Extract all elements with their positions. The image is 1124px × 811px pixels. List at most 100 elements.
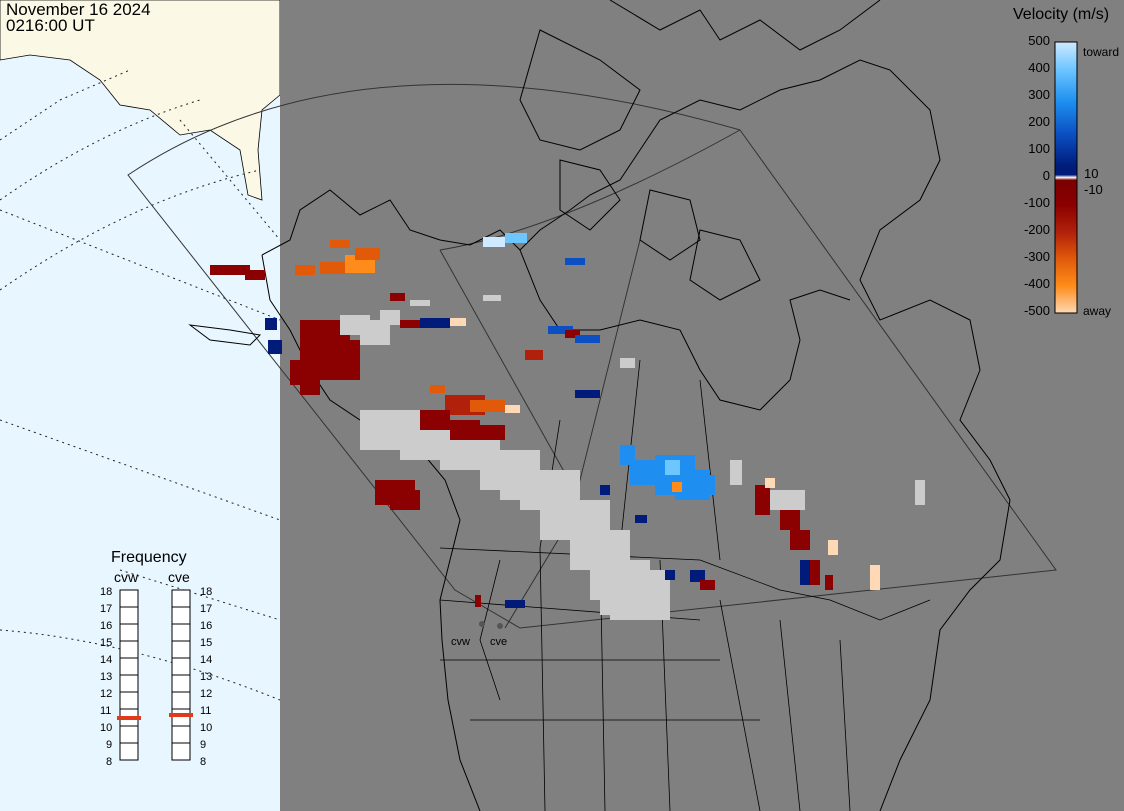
echo-cell bbox=[672, 482, 682, 492]
echo-cell bbox=[565, 258, 585, 265]
colorbar-tick: -400 bbox=[1023, 276, 1050, 291]
echo-cell bbox=[790, 530, 810, 550]
colorbar-tick: -100 bbox=[1023, 195, 1050, 210]
site-marker-cve bbox=[497, 623, 503, 629]
freq-tick-left: 10 bbox=[100, 722, 113, 734]
echo-cell bbox=[483, 237, 505, 247]
echo-cell bbox=[870, 565, 880, 590]
site-label-cvw: cvw bbox=[451, 636, 470, 648]
colorbar-inner-tick: 10 bbox=[1084, 166, 1099, 181]
echo-cell bbox=[575, 335, 600, 343]
colorbar-tick: 300 bbox=[1028, 87, 1050, 102]
freq-tick-right: 14 bbox=[200, 654, 213, 666]
freq-tick-right: 10 bbox=[200, 722, 213, 734]
radar-echo-cells bbox=[210, 233, 925, 620]
echo-cell bbox=[828, 540, 838, 555]
velocity-colorbar bbox=[1054, 41, 1078, 314]
echo-cell bbox=[420, 410, 450, 430]
echo-cell bbox=[450, 420, 480, 440]
echo-cell bbox=[380, 310, 400, 325]
echo-cell bbox=[665, 570, 675, 580]
frequency-bars bbox=[117, 589, 193, 761]
freq-tick-left: 18 bbox=[100, 586, 113, 598]
colorbar-tick: -300 bbox=[1023, 249, 1050, 264]
echo-cell bbox=[825, 575, 833, 590]
freq-tick-right: 13 bbox=[200, 671, 213, 683]
echo-cell bbox=[525, 350, 543, 360]
echo-cell bbox=[430, 385, 445, 393]
echo-cell bbox=[450, 318, 466, 326]
echo-cell bbox=[810, 560, 820, 585]
echo-cell bbox=[565, 330, 580, 338]
freq-tick-left: 8 bbox=[106, 756, 113, 768]
colorbar-tick: 500 bbox=[1028, 33, 1050, 48]
echo-cell bbox=[770, 490, 805, 510]
land-area bbox=[280, 0, 1124, 811]
freq-tick-right: 15 bbox=[200, 637, 213, 649]
echo-cell bbox=[730, 460, 742, 485]
echo-cell bbox=[300, 380, 320, 395]
colorbar-tick: -200 bbox=[1023, 222, 1050, 237]
freq-tick-right: 11 bbox=[200, 705, 212, 717]
echo-cell bbox=[320, 262, 345, 274]
echo-cell bbox=[320, 340, 360, 380]
freq-tick-right: 9 bbox=[200, 739, 207, 751]
echo-cell bbox=[245, 270, 265, 280]
echo-cell bbox=[330, 240, 350, 248]
toward-label: toward bbox=[1083, 45, 1120, 59]
time-label: 0216:00 UT bbox=[6, 16, 95, 35]
echo-cell bbox=[600, 485, 610, 495]
freq-tick-left: 17 bbox=[100, 603, 113, 615]
freq-tick-left: 16 bbox=[100, 620, 113, 632]
echo-cell bbox=[540, 500, 590, 540]
freq-tick-left: 14 bbox=[100, 654, 113, 666]
echo-cell bbox=[390, 293, 405, 301]
lat-lon-grid bbox=[0, 69, 281, 701]
freq-tick-left: 15 bbox=[100, 637, 113, 649]
echo-cell bbox=[475, 595, 481, 607]
freq-tick-right: 18 bbox=[200, 586, 213, 598]
echo-cell bbox=[505, 233, 527, 243]
echo-cell bbox=[400, 320, 420, 328]
echo-cell bbox=[690, 570, 705, 582]
echo-cell bbox=[390, 490, 420, 510]
freq-tick-left: 13 bbox=[100, 671, 113, 683]
echo-cell bbox=[800, 560, 810, 585]
echo-cell bbox=[505, 405, 520, 413]
echo-cell bbox=[265, 318, 277, 330]
away-label: away bbox=[1083, 304, 1112, 318]
date-label: November 16 2024 bbox=[6, 0, 151, 19]
echo-cell bbox=[210, 265, 250, 275]
echo-cell bbox=[620, 358, 635, 368]
colorbar-tick: 100 bbox=[1028, 141, 1050, 156]
echo-cell bbox=[635, 515, 647, 523]
echo-cell bbox=[690, 475, 715, 495]
freq-tick-right: 16 bbox=[200, 620, 213, 632]
site-label-cve: cve bbox=[490, 636, 508, 648]
frequency-indicator-cve bbox=[169, 713, 193, 717]
colorbar-tick: 200 bbox=[1028, 114, 1050, 129]
radar-name-cvw: cvw bbox=[114, 569, 139, 585]
colorbar-tick: 400 bbox=[1028, 60, 1050, 75]
frequency-title: Frequency bbox=[111, 549, 187, 566]
freq-tick-right: 8 bbox=[200, 756, 207, 768]
echo-cell bbox=[700, 580, 715, 590]
echo-cell bbox=[765, 478, 775, 488]
echo-cell bbox=[268, 340, 282, 354]
echo-cell bbox=[575, 390, 600, 398]
freq-tick-right: 12 bbox=[200, 688, 213, 700]
echo-cell bbox=[480, 425, 505, 440]
echo-cell bbox=[500, 460, 540, 500]
colorbar-inner-tick: -10 bbox=[1084, 182, 1103, 197]
echo-cell bbox=[780, 510, 800, 530]
site-marker-cvw bbox=[479, 621, 485, 627]
echo-cell bbox=[420, 318, 450, 328]
echo-cell bbox=[600, 570, 670, 615]
colorbar-tick: -500 bbox=[1023, 303, 1050, 318]
freq-tick-left: 12 bbox=[100, 688, 113, 700]
freq-tick-left: 11 bbox=[100, 705, 112, 717]
echo-cell bbox=[665, 460, 680, 475]
colorbar-tick: 0 bbox=[1042, 168, 1050, 183]
